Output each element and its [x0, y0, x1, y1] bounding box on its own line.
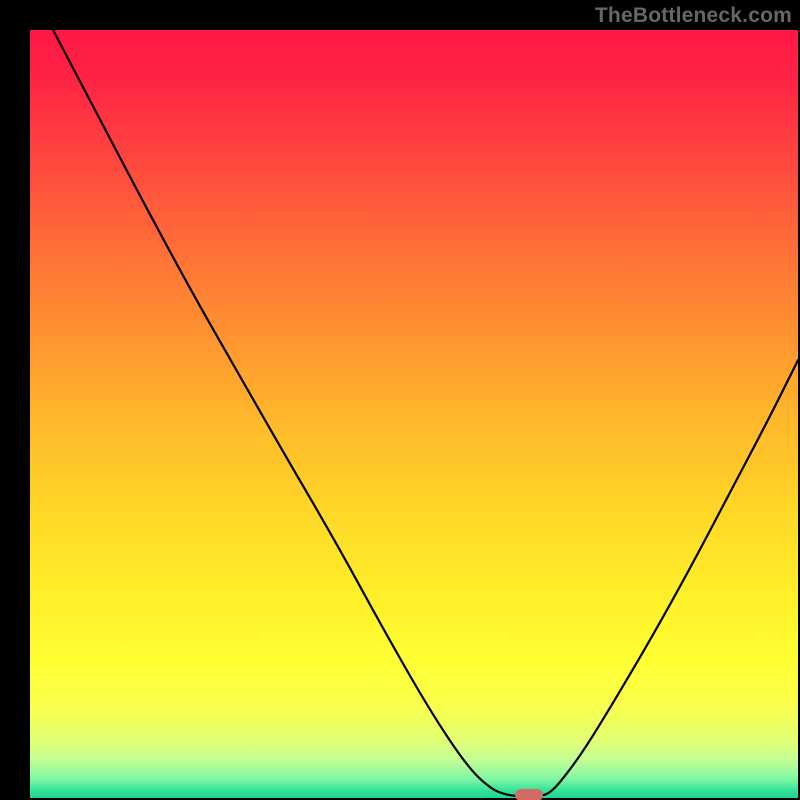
watermark-text: TheBottleneck.com: [595, 4, 792, 28]
plot-area: [30, 30, 798, 798]
optimal-point-marker: [515, 789, 543, 800]
bottleneck-curve: [30, 30, 798, 798]
chart-container: { "watermark": { "text": "TheBottleneck.…: [0, 0, 800, 800]
